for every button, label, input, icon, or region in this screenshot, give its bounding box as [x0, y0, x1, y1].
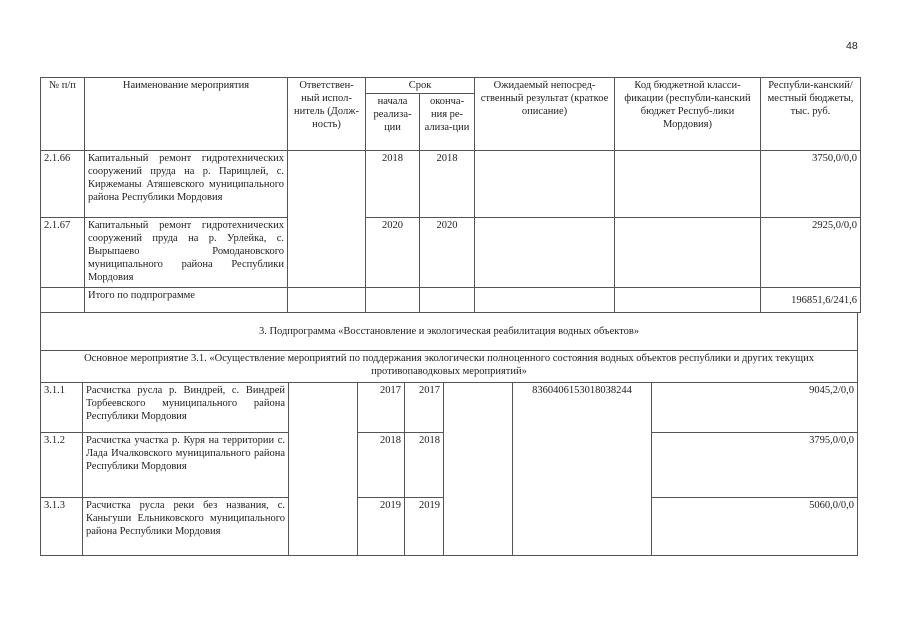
header-name: Наименование мероприятия	[84, 77, 288, 151]
row-responsible	[288, 382, 358, 556]
row-budget: 3795,0/0,0	[650, 432, 859, 498]
row-responsible	[287, 150, 366, 288]
table-row: 3.1.2 Расчистка участка р. Куря на терри…	[40, 432, 859, 498]
row-name: Капитальный ремонт гидротехнических соор…	[84, 217, 288, 288]
row-result	[474, 150, 616, 218]
row-kbk: 83604061530180З8244	[512, 382, 652, 556]
row-name: Расчистка участка р. Куря на территории …	[82, 432, 289, 498]
table-row: 3.1.1 Расчистка русла р. Виндрей, с. Вин…	[40, 382, 859, 556]
header-responsible: Ответствен-ный испол-нитель (Долж-ность)	[287, 77, 366, 151]
row-num: 3.1.1	[40, 382, 83, 433]
row-kbk	[614, 217, 762, 288]
header-result: Ожидаемый непосред-ственный результат (к…	[474, 77, 616, 151]
row-start: 2018	[357, 432, 405, 498]
subprogram-title: 3. Подпрограмма «Восстановление и эколог…	[39, 312, 859, 351]
row-name: Капитальный ремонт гидротехнических соор…	[84, 150, 288, 218]
row-kbk	[614, 150, 762, 218]
row-budget: 5060,0/0,0	[650, 497, 859, 556]
page-number: 48	[846, 40, 858, 52]
row-name: Расчистка русла р. Виндрей, с. Виндрей Т…	[82, 382, 289, 433]
table-row: 2.1.66 Капитальный ремонт гидротехническ…	[40, 150, 862, 288]
row-budget: 9045,2/0,0	[650, 382, 859, 433]
row-start: 2018	[365, 150, 420, 218]
row-result	[443, 382, 513, 556]
row-start: 2020	[365, 217, 420, 288]
row-start: 2017	[357, 382, 405, 433]
row-end: 2019	[404, 497, 444, 556]
row-end: 2020	[418, 217, 476, 288]
row-budget: 3750,0/0,0	[760, 150, 862, 218]
header-end: оконча-ния ре-ализа-ции	[418, 93, 476, 151]
table-bottom: 3. Подпрограмма «Восстановление и эколог…	[39, 312, 859, 556]
table-row: 3.1.3 Расчистка русла реки без названия,…	[40, 497, 859, 556]
row-num: 2.1.66	[40, 150, 85, 218]
table-row: 2.1.67 Капитальный ремонт гидротехническ…	[40, 217, 862, 288]
total-label: Итого по подпрограмме	[84, 287, 288, 313]
header-budget: Республи-канский/местный бюджеты, тыс. р…	[760, 77, 862, 151]
row-start: 2019	[357, 497, 405, 556]
row-end: 2018	[404, 432, 444, 498]
main-event-title: Основное мероприятие 3.1. «Осуществление…	[39, 350, 859, 383]
row-end: 2017	[404, 382, 444, 433]
row-num: 3.1.2	[40, 432, 83, 498]
row-budget: 2925,0/0,0	[760, 217, 862, 288]
total-row: Итого по подпрограмме 196851,6/241,6	[40, 287, 862, 313]
header-term: Срок	[364, 77, 476, 94]
row-end: 2018	[418, 150, 476, 218]
row-num: 2.1.67	[40, 217, 85, 288]
table-top: № п/п Наименование мероприятия Ответстве…	[40, 77, 862, 313]
total-budget: 196851,6/241,6	[760, 287, 862, 313]
header-start: начала реализа-ции	[365, 93, 420, 151]
header-kbk: Код бюджетной класси-фикации (республи-к…	[614, 77, 762, 151]
row-num: 3.1.3	[40, 497, 83, 556]
row-name: Расчистка русла реки без названия, с. Ка…	[82, 497, 289, 556]
row-result	[474, 217, 616, 288]
header-num: № п/п	[40, 77, 85, 151]
